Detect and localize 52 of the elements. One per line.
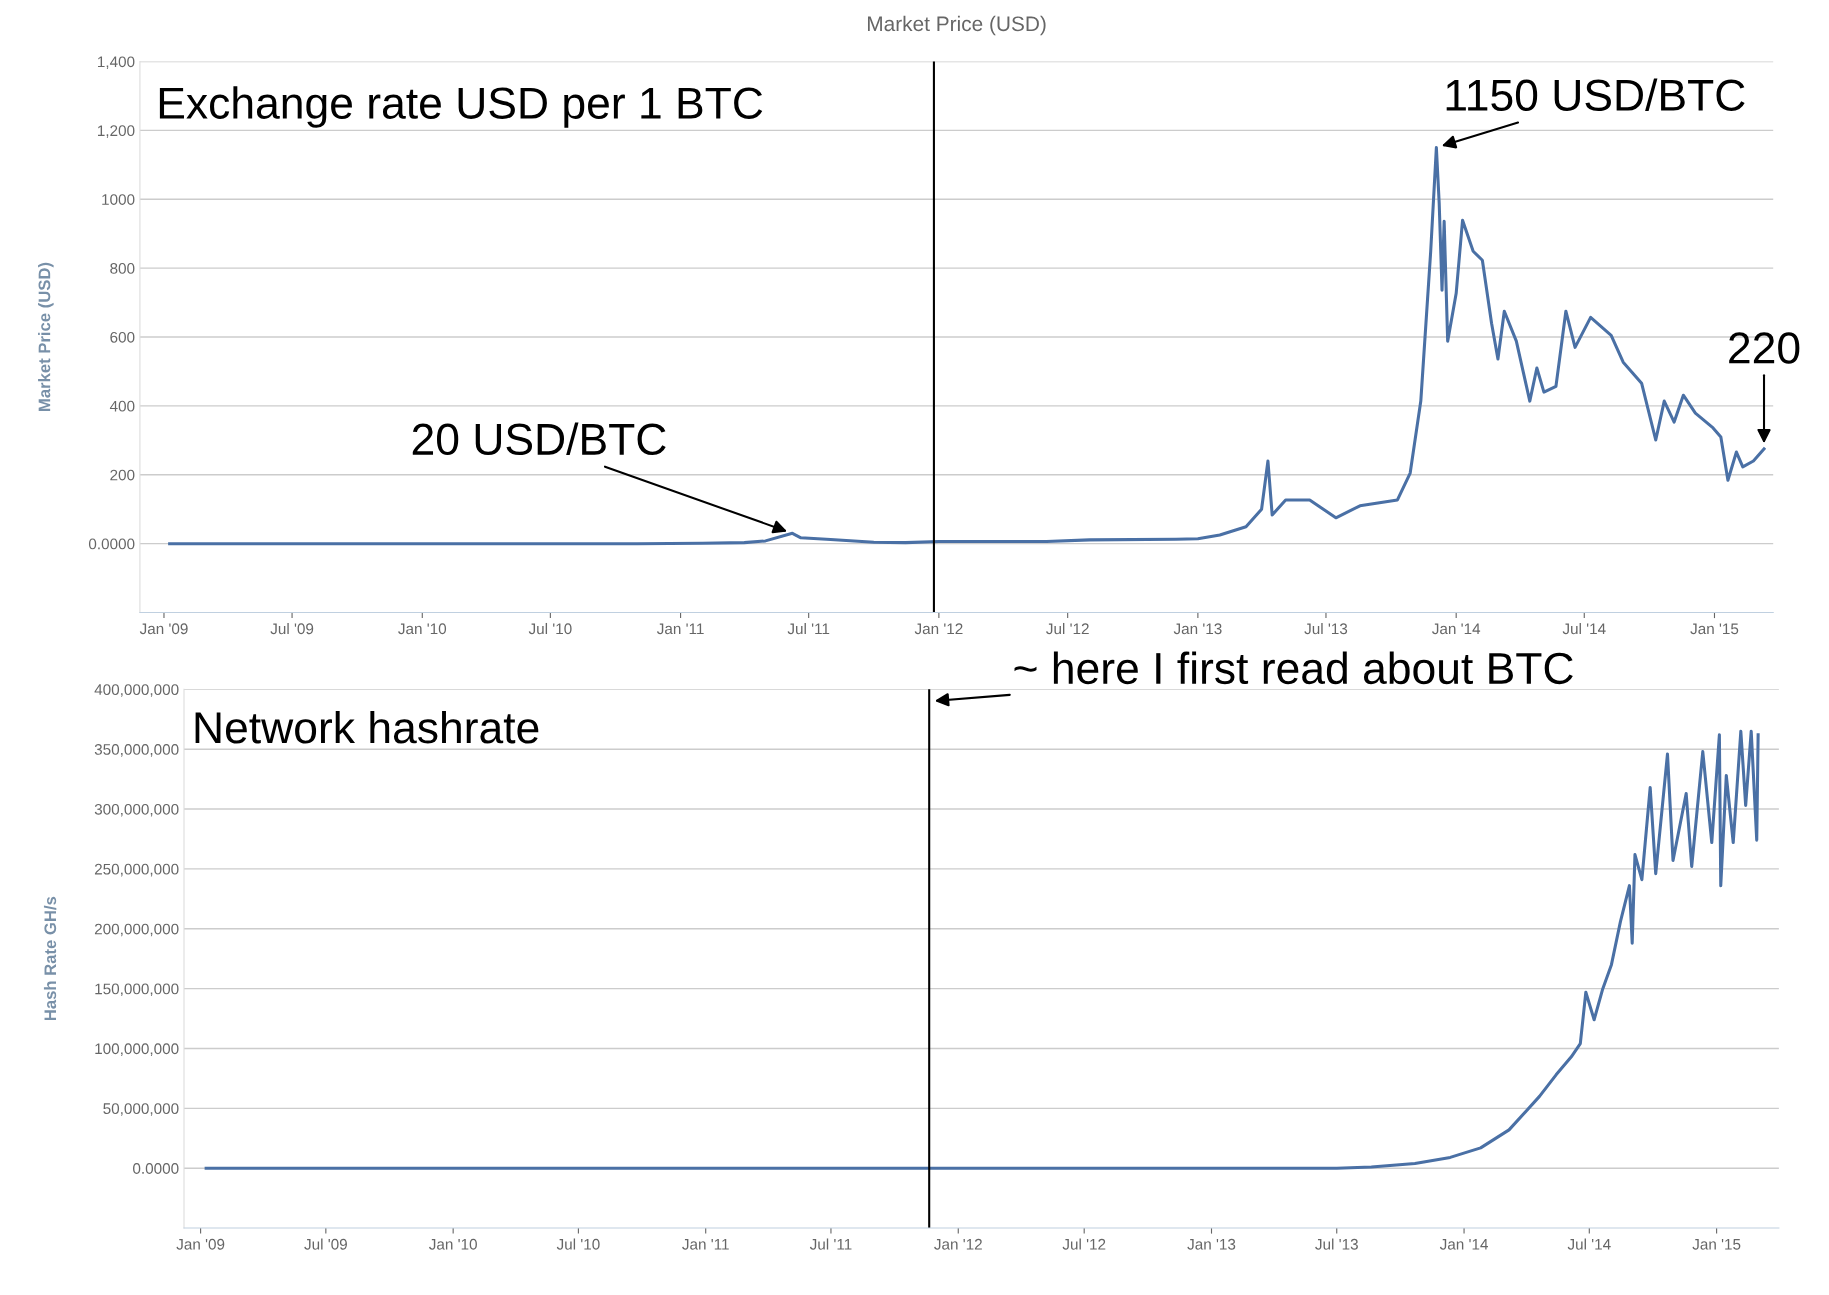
x-tick-label: Jul '10 [528, 622, 572, 635]
x-tick-label: Jul '14 [1562, 622, 1606, 635]
y-tick-label: 50,000,000 [103, 1103, 179, 1116]
y-tick-label: 100,000,000 [95, 1043, 179, 1056]
x-tick-label: Jan '12 [934, 1238, 982, 1250]
x-tick-label: Jul '11 [787, 622, 830, 635]
annotation: 1150 USD/BTC [1446, 78, 1745, 112]
y-tick-label: 300,000,000 [94, 803, 179, 817]
y-tick-label: 200,000,000 [94, 923, 179, 937]
y-tick-label: 1000 [102, 194, 135, 205]
x-tick-label: Jan '15 [1692, 1239, 1741, 1250]
x-tick-label: Jul '12 [1062, 1238, 1106, 1250]
x-tick-label: Jan '11 [682, 1239, 729, 1250]
x-tick-label: Jan '10 [429, 1238, 477, 1250]
x-tick-label: Jan '09 [139, 623, 188, 635]
x-tick-label: Jan '15 [1690, 623, 1739, 635]
y-tick-label: 600 [110, 331, 135, 343]
x-tick-label: Jul '11 [809, 1238, 852, 1250]
x-tick-label: Jan '13 [1187, 1238, 1236, 1250]
y-tick-label: 200 [110, 469, 135, 481]
x-tick-label: Jul '13 [1304, 622, 1348, 635]
x-tick-label: Jan '14 [1432, 623, 1481, 635]
x-tick-label: Jan '14 [1439, 1239, 1489, 1250]
y-axis-title: Market Price (USD) [38, 262, 54, 411]
x-tick-label: Jul '09 [270, 622, 314, 635]
y-tick-label: 1,400 [97, 56, 135, 69]
x-tick-label: Jan '11 [656, 623, 704, 635]
x-tick-label: Jan '09 [176, 1238, 225, 1250]
annotation: Exchange rate USD per 1 BTC [159, 86, 763, 128]
x-tick-label: Jul '12 [1046, 622, 1089, 635]
annotation: 20 USD/BTC [412, 422, 666, 456]
y-tick-label: 800 [110, 263, 135, 274]
y-tick-label: 350,000,000 [94, 744, 179, 757]
x-tick-label: Jul '10 [556, 1238, 600, 1250]
y-tick-label: 400,000,000 [94, 684, 179, 697]
x-tick-label: Jul '14 [1567, 1238, 1611, 1250]
y-tick-label: 400 [109, 400, 135, 412]
x-tick-label: Jul '09 [304, 1238, 347, 1250]
annotation: ~ here I first read about BTC [1014, 651, 1573, 685]
y-tick-label: 0.0000 [88, 538, 135, 550]
chart-title: Market Price (USD) [867, 15, 1046, 36]
y-tick-label: 0.0000 [133, 1163, 179, 1174]
y-tick-label: 150,000,000 [95, 983, 179, 997]
annotation: Network hashrate [195, 710, 539, 744]
annotation: 220 [1729, 332, 1800, 364]
x-tick-label: Jan '12 [914, 623, 963, 635]
x-tick-label: Jan '10 [398, 623, 447, 635]
y-axis-title: Hash Rate GH/s [43, 896, 57, 1021]
y-tick-label: 1,200 [97, 125, 135, 138]
y-tick-label: 250,000,000 [94, 863, 179, 877]
x-tick-label: Jul '13 [1315, 1238, 1358, 1250]
x-tick-label: Jan '13 [1173, 623, 1222, 635]
